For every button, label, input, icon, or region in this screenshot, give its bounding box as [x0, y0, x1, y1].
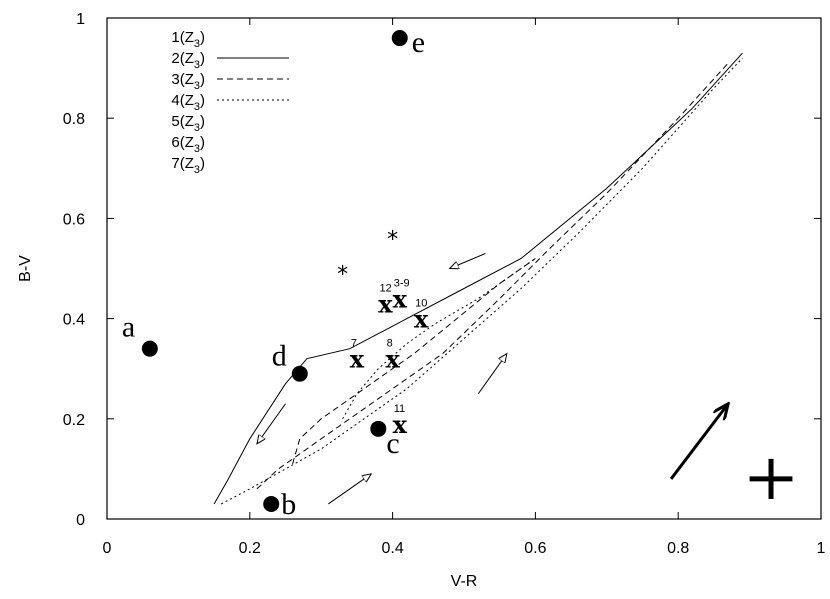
x-marker-label: 8 — [387, 338, 393, 350]
x-marker-label: 11 — [394, 403, 405, 415]
point-e — [391, 30, 408, 47]
legend-label: 6(Z3) — [171, 134, 205, 155]
series-line-2 — [256, 62, 729, 490]
x-marker: x — [385, 345, 400, 374]
y-tick-label: 0.4 — [63, 312, 85, 329]
point-b — [263, 495, 280, 512]
plot-frame — [106, 17, 822, 520]
legend-label: 5(Z3) — [171, 113, 205, 134]
track-curves — [213, 52, 743, 505]
series-line-3 — [220, 57, 743, 505]
x-marker-label: 10 — [415, 298, 427, 310]
x-marker-label: 3-9 — [394, 278, 410, 290]
x-tick-label: 0.2 — [239, 540, 261, 557]
direction-arrow — [450, 253, 486, 268]
y-axis-label: B-V — [17, 255, 34, 282]
plot-border — [106, 17, 822, 520]
legend-label: 2(Z3) — [171, 50, 205, 71]
point-label-d: d — [272, 340, 287, 373]
point-label-b: b — [281, 488, 296, 521]
x-marker: x — [350, 345, 365, 374]
y-tick-label: 0.8 — [63, 111, 85, 128]
x-marker-label: 7 — [351, 338, 357, 350]
star-marker: * — [337, 263, 348, 288]
legend-label: 7(Z3) — [171, 155, 205, 176]
direction-arrow — [328, 474, 371, 505]
x-tick-label: 0.8 — [667, 540, 689, 557]
x-marker: x — [393, 285, 408, 314]
x-marker: x — [378, 290, 393, 319]
point-a — [141, 340, 158, 357]
x-tick-label: 0.4 — [381, 540, 403, 557]
direction-arrow — [477, 354, 507, 395]
point-d — [291, 365, 308, 382]
point-label-a: a — [122, 311, 135, 344]
legend-label: 1(Z3) — [171, 29, 205, 50]
x-tick-label: 0 — [103, 540, 112, 557]
point-label-c: c — [386, 427, 399, 460]
point-label-e: e — [412, 26, 425, 59]
legend-label: 4(Z3) — [171, 92, 205, 113]
y-tick-label: 0.6 — [63, 211, 85, 228]
star-marker: * — [387, 227, 398, 252]
legend-label: 3(Z3) — [171, 71, 205, 92]
legend: 1(Z3)2(Z3)3(Z3)4(Z3)5(Z3)6(Z3)7(Z3) — [171, 29, 289, 176]
series-line-1 — [213, 52, 743, 505]
x-tick-label: 1 — [817, 540, 826, 557]
y-tick-label: 0 — [76, 512, 85, 529]
direction-arrows — [257, 253, 793, 505]
direction-arrow — [257, 403, 286, 444]
series-line-4 — [292, 258, 536, 465]
x-tick-label: 0.6 — [524, 540, 546, 557]
y-tick-label: 1 — [76, 11, 85, 28]
x-axis-label: V-R — [451, 573, 478, 590]
point-c — [370, 420, 387, 437]
x-marker: x — [414, 305, 429, 334]
y-tick-label: 0.2 — [63, 412, 85, 429]
x-marker-label: 12 — [379, 283, 391, 295]
reddening-vector-arrow — [669, 404, 728, 480]
series-line-5 — [342, 258, 536, 420]
axis-ticks: 0 0.2 0.4 0.6 0.8 100.20.40.60.81 — [63, 11, 826, 557]
x-marker: x — [393, 410, 408, 439]
